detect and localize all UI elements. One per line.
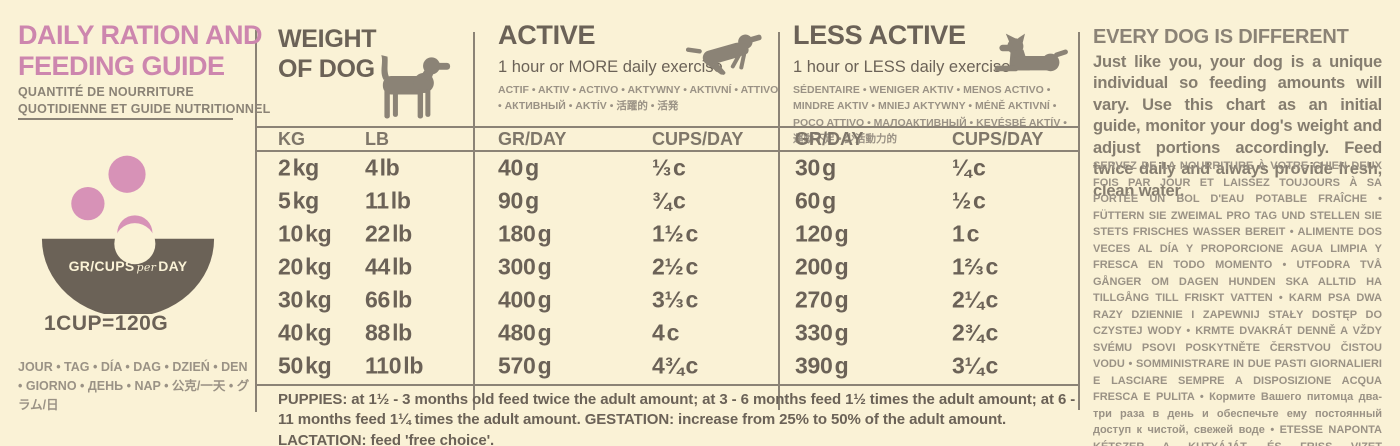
less-active-section-translations: SÉDENTAIRE • WENIGER AKTIV • MENOS ACTIV… (793, 84, 1067, 145)
lb-value: 88 lb (365, 319, 412, 346)
table-row: 20 kg 44 lb 300 g 2½ c 200 g 1⅔ c (255, 250, 1078, 283)
less-cups-value: 1 c (952, 220, 980, 247)
column-header-kg: KG (278, 129, 305, 149)
bowl-label-day: DAY (158, 258, 188, 274)
active-cups-value: 4¾ c (652, 352, 698, 379)
kg-value: 40 kg (278, 319, 332, 346)
column-header-active-gr: GR/DAY (498, 129, 567, 149)
active-gr-value: 400 g (498, 286, 552, 313)
active-cups-value: ⅓ c (652, 154, 686, 181)
running-dog-icon (685, 24, 774, 85)
less-gr-value: 390 g (795, 352, 849, 379)
every-dog-body: Just like you, your dog is a unique indi… (1093, 53, 1382, 200)
divider-active-less (778, 32, 780, 410)
weight-section-title: WEIGHT OF DOG (278, 25, 377, 83)
active-cups-value: 4 c (652, 319, 680, 346)
column-header-less-gr: GR/DAY (795, 129, 864, 149)
less-cups-value: 2¾ c (952, 319, 998, 346)
less-gr-value: 60 g (795, 187, 836, 214)
table-header-rule (255, 150, 1078, 152)
food-bowl-icon (38, 146, 218, 318)
less-active-section-subtitle: 1 hour or LESS daily exercise (793, 58, 1011, 76)
lb-value: 11 lb (365, 187, 411, 214)
bowl-graphic (41, 155, 215, 318)
column-header-active-cups: CUPS/DAY (652, 129, 744, 149)
bowl-label-per: per (136, 261, 157, 274)
table-bottom-rule (255, 384, 1078, 386)
standing-dog-icon (374, 52, 452, 125)
table-row: 40 kg 88 lb 480 g 4 c 330 g 2¾ c (255, 317, 1078, 350)
kg-value: 10 kg (278, 220, 332, 247)
table-row: 10 kg 22 lb 180 g 1½ c 120 g 1 c (255, 217, 1078, 250)
active-cups-value: 3⅓ c (652, 286, 698, 313)
table-row: 2 kg 4 lb 40 g ⅓ c 30 g ¼ c (255, 151, 1078, 184)
feeding-table-body: 2 kg 4 lb 40 g ⅓ c 30 g ¼ c 5 kg 11 lb 9… (255, 151, 1078, 383)
active-cups-value: ¾ c (652, 187, 686, 214)
less-gr-value: 270 g (795, 286, 849, 313)
less-cups-value: ½ c (952, 187, 986, 214)
active-gr-value: 40 g (498, 154, 539, 181)
feeding-advice-translations: SERVEZ DE LA NOURRITURE À VOTRE CHIEN DE… (1093, 160, 1382, 446)
kg-value: 20 kg (278, 253, 332, 280)
lb-value: 4 lb (365, 154, 400, 181)
active-gr-value: 180 g (498, 220, 552, 247)
table-row: 50 kg 110 lb 570 g 4¾ c 390 g 3¼ c (255, 350, 1078, 383)
lb-value: 66 lb (365, 286, 412, 313)
table-row: 30 kg 66 lb 400 g 3⅓ c 270 g 2¼ c (255, 284, 1078, 317)
every-dog-title: EVERY DOG IS DIFFERENT (1093, 26, 1349, 48)
less-cups-value: 1⅔ c (952, 253, 998, 280)
lying-dog-icon (993, 32, 1069, 85)
less-gr-value: 30 g (795, 154, 836, 181)
divider-left (255, 30, 257, 412)
table-row: 5 kg 11 lb 90 g ¾ c 60 g ½ c (255, 184, 1078, 217)
divider-right (1078, 32, 1080, 410)
title-underline (18, 118, 233, 120)
lb-value: 44 lb (365, 253, 412, 280)
lb-value: 22 lb (365, 220, 412, 247)
active-gr-value: 90 g (498, 187, 539, 214)
cup-equivalence: 1CUP=120G (44, 312, 169, 335)
puppies-gestation-note: PUPPIES: at 1½ - 3 months old feed twice… (278, 391, 1076, 446)
divider-weight-active (473, 32, 475, 410)
day-translations: JOUR • TAG • DÍA • DAG • DZIEŃ • DEN • G… (18, 360, 250, 412)
active-section-subtitle: 1 hour or MORE daily exercise (498, 58, 723, 76)
active-section-translations: ACTIF • AKTIV • ACTIVO • AKTYWNY • AKTIV… (498, 84, 779, 113)
active-gr-value: 480 g (498, 319, 552, 346)
less-gr-value: 200 g (795, 253, 849, 280)
bowl-label-gr-cups: GR/CUPS (68, 258, 135, 274)
less-gr-value: 330 g (795, 319, 849, 346)
active-gr-value: 300 g (498, 253, 552, 280)
kg-value: 2 kg (278, 154, 319, 181)
less-active-section-title: LESS ACTIVE (793, 20, 966, 50)
kg-value: 50 kg (278, 352, 332, 379)
active-cups-value: 1½ c (652, 220, 698, 247)
page-title: DAILY RATION AND FEEDING GUIDE (18, 20, 263, 81)
kg-value: 30 kg (278, 286, 332, 313)
page-subtitle: QUANTITÉ DE NOURRITURE QUOTIDIENNE ET GU… (18, 85, 271, 116)
lb-value: 110 lb (365, 352, 424, 379)
less-cups-value: ¼ c (952, 154, 986, 181)
less-gr-value: 120 g (795, 220, 849, 247)
active-section-title: ACTIVE (498, 20, 596, 50)
column-header-lb: LB (365, 129, 389, 149)
active-cups-value: 2½ c (652, 253, 698, 280)
bowl-label: GR/CUPS per DAY (38, 258, 218, 274)
active-gr-value: 570 g (498, 352, 552, 379)
less-cups-value: 2¼ c (952, 286, 998, 313)
kg-value: 5 kg (278, 187, 319, 214)
table-top-rule (255, 126, 1078, 128)
less-cups-value: 3¼ c (952, 352, 998, 379)
column-header-less-cups: CUPS/DAY (952, 129, 1044, 149)
